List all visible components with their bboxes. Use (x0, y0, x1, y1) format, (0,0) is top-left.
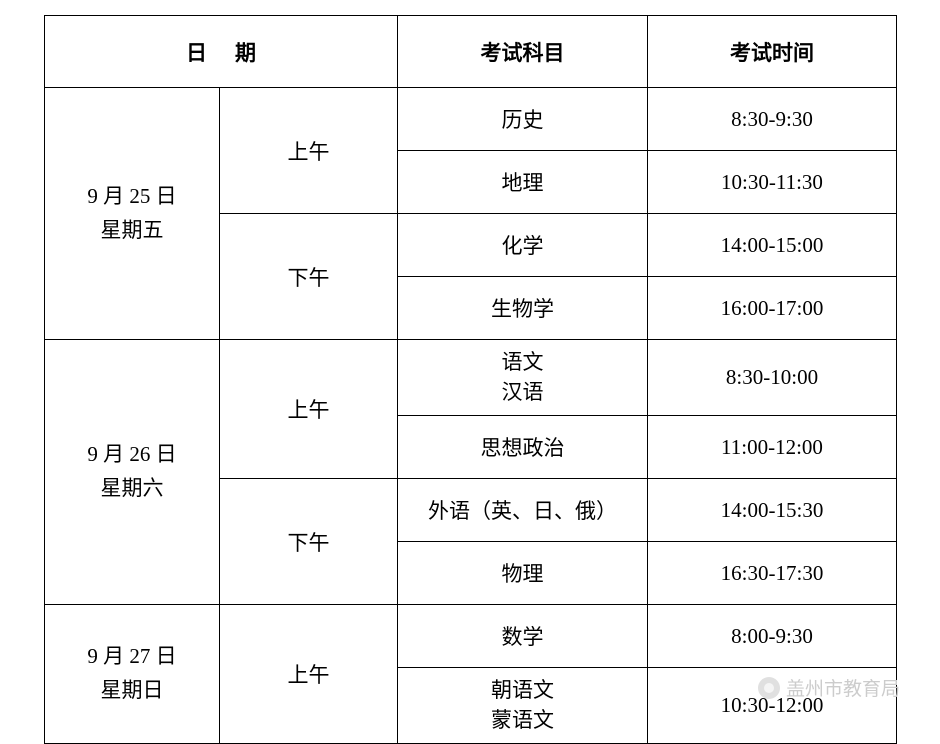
table-header-row: 日期 考试科目 考试时间 (45, 16, 897, 88)
period-cell: 下午 (220, 214, 398, 340)
subject-cell: 历史 (398, 88, 648, 151)
date-line2: 星期六 (101, 476, 164, 500)
subject-line1: 朝语文 (491, 678, 554, 702)
period-cell: 上午 (220, 605, 398, 744)
watermark: 盖州市教育局 (758, 674, 900, 701)
table-row: 9 月 26 日 星期六 上午 语文 汉语 8:30-10:00 (45, 340, 897, 416)
subject-cell: 数学 (398, 605, 648, 668)
date-cell: 9 月 27 日 星期日 (45, 605, 220, 744)
watermark-text: 盖州市教育局 (786, 674, 900, 701)
header-date: 日期 (45, 16, 398, 88)
time-cell: 14:00-15:00 (648, 214, 897, 277)
subject-cell: 物理 (398, 542, 648, 605)
header-subject: 考试科目 (398, 16, 648, 88)
time-cell: 10:30-11:30 (648, 151, 897, 214)
subject-line2: 蒙语文 (491, 708, 554, 732)
subject-cell: 地理 (398, 151, 648, 214)
time-cell: 8:00-9:30 (648, 605, 897, 668)
subject-cell: 思想政治 (398, 416, 648, 479)
subject-cell: 语文 汉语 (398, 340, 648, 416)
time-cell: 8:30-9:30 (648, 88, 897, 151)
exam-schedule-table-container: 日期 考试科目 考试时间 9 月 25 日 星期五 上午 历史 8:30-9:3… (44, 15, 896, 744)
date-cell: 9 月 25 日 星期五 (45, 88, 220, 340)
wechat-icon (758, 677, 780, 699)
time-cell: 14:00-15:30 (648, 479, 897, 542)
header-time: 考试时间 (648, 16, 897, 88)
date-line1: 9 月 26 日 (87, 442, 176, 466)
time-cell: 8:30-10:00 (648, 340, 897, 416)
date-line1: 9 月 27 日 (87, 644, 176, 668)
subject-cell: 化学 (398, 214, 648, 277)
period-cell: 上午 (220, 88, 398, 214)
subject-cell: 生物学 (398, 277, 648, 340)
period-cell: 上午 (220, 340, 398, 479)
subject-cell: 朝语文 蒙语文 (398, 668, 648, 744)
subject-line1: 语文 (502, 350, 544, 374)
time-cell: 16:30-17:30 (648, 542, 897, 605)
date-line1: 9 月 25 日 (87, 184, 176, 208)
exam-schedule-table: 日期 考试科目 考试时间 9 月 25 日 星期五 上午 历史 8:30-9:3… (44, 15, 897, 744)
date-cell: 9 月 26 日 星期六 (45, 340, 220, 605)
header-date-label: 日期 (158, 41, 284, 65)
subject-line2: 汉语 (502, 380, 544, 404)
time-cell: 11:00-12:00 (648, 416, 897, 479)
time-cell: 16:00-17:00 (648, 277, 897, 340)
period-cell: 下午 (220, 479, 398, 605)
date-line2: 星期日 (101, 678, 164, 702)
subject-cell: 外语（英、日、俄） (398, 479, 648, 542)
date-line2: 星期五 (101, 218, 164, 242)
table-row: 9 月 27 日 星期日 上午 数学 8:00-9:30 (45, 605, 897, 668)
table-row: 9 月 25 日 星期五 上午 历史 8:30-9:30 (45, 88, 897, 151)
